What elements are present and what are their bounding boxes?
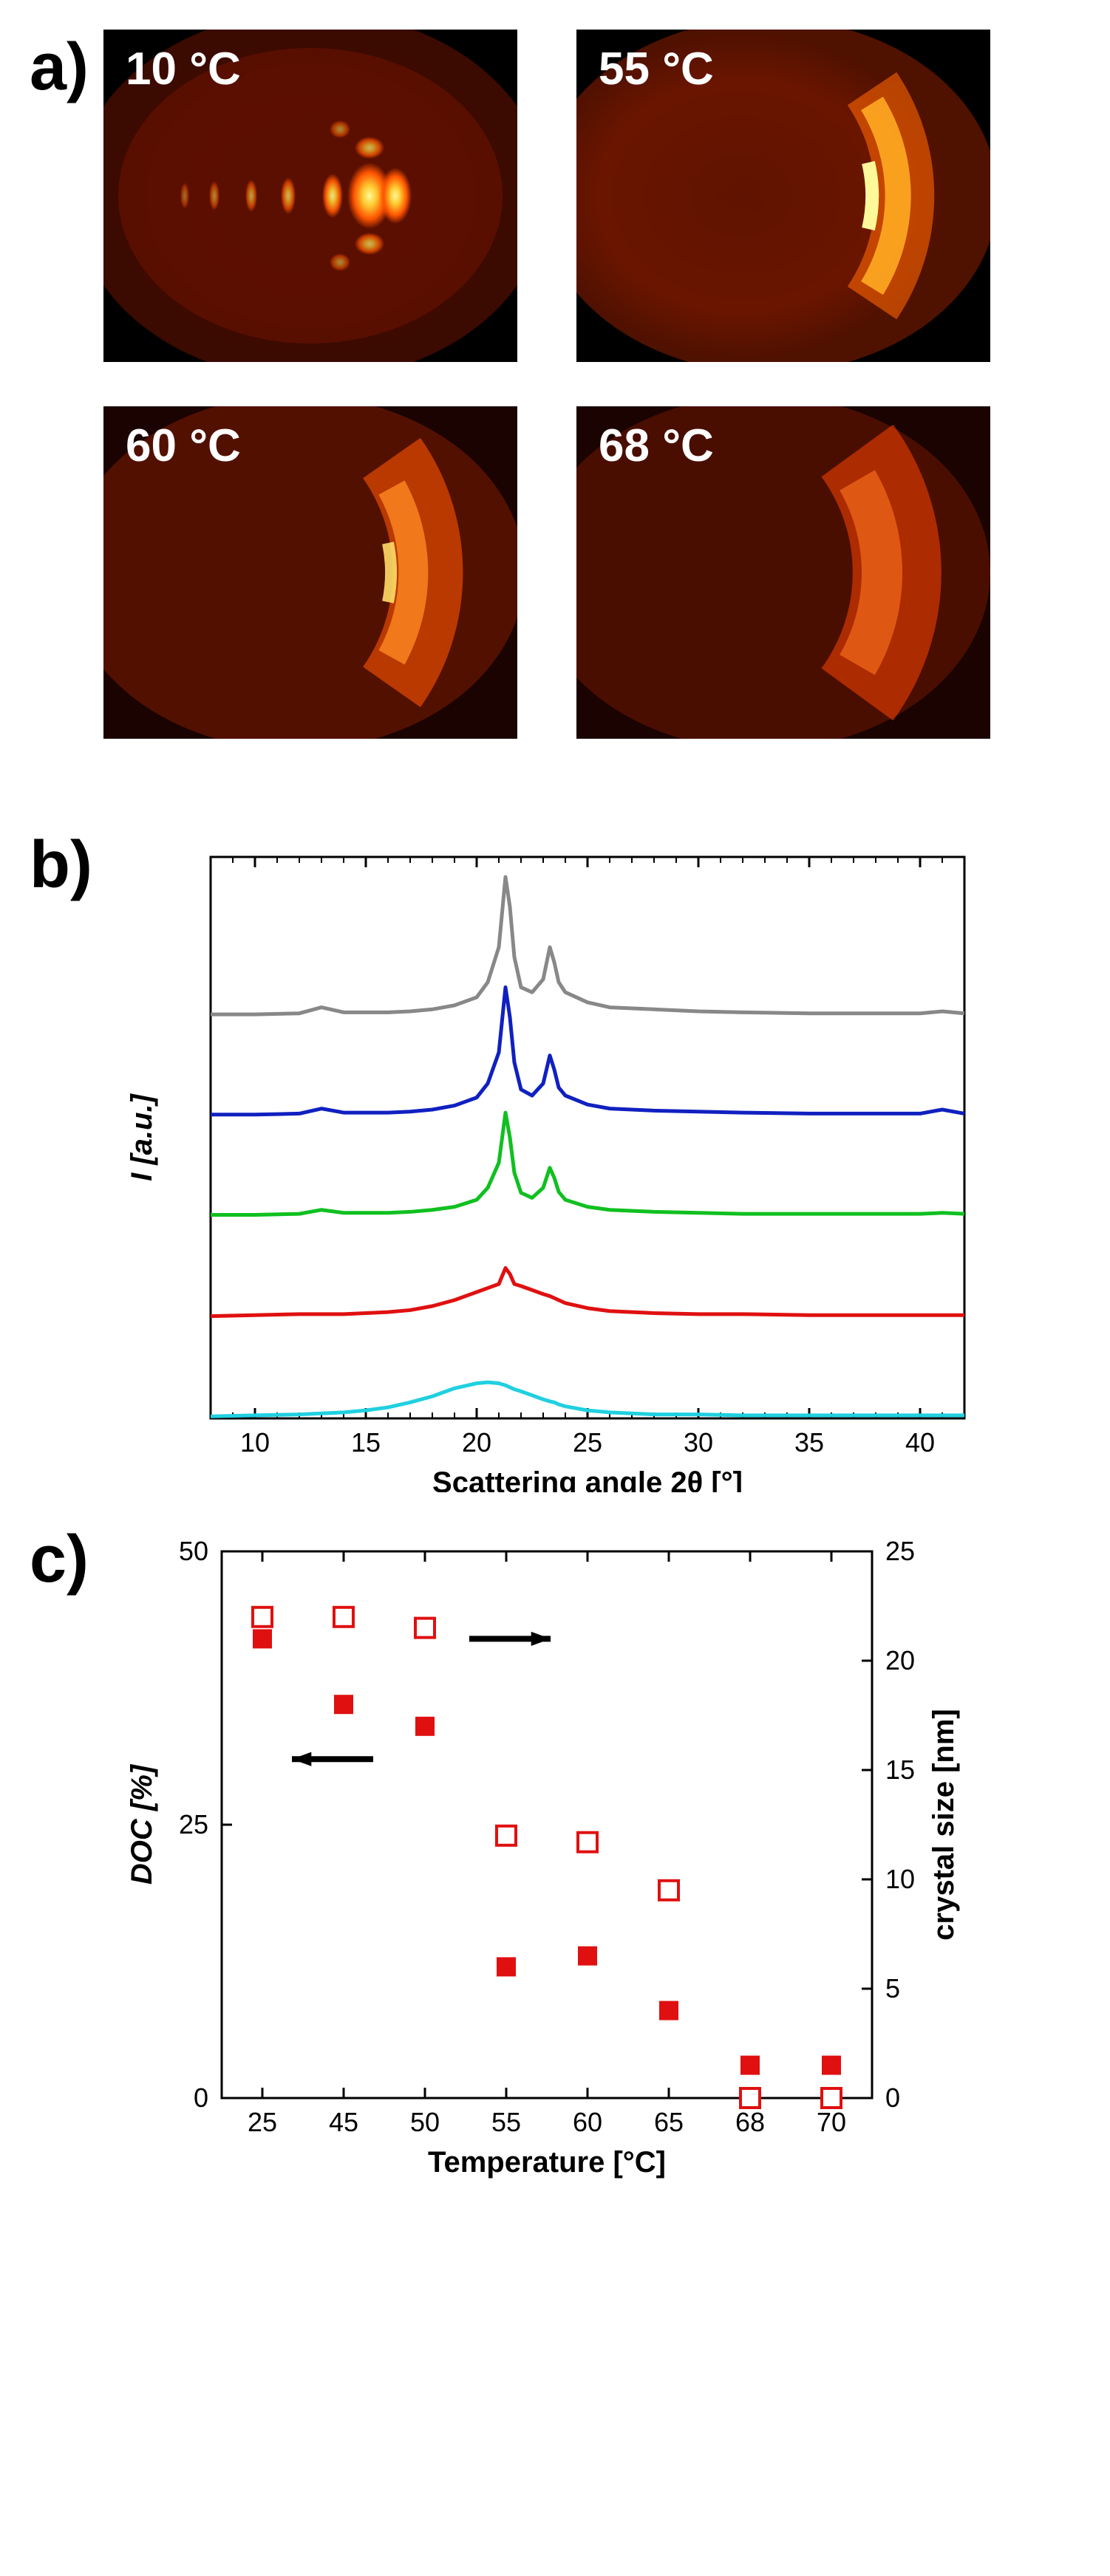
svg-text:45: 45 bbox=[329, 2107, 358, 2137]
svg-text:68: 68 bbox=[735, 2107, 765, 2137]
svg-text:25: 25 bbox=[179, 1809, 208, 1839]
svg-text:55: 55 bbox=[491, 2107, 521, 2137]
diffraction-60c: 60 °C bbox=[103, 406, 517, 739]
svg-text:I [a.u.]: I [a.u.] bbox=[126, 1093, 158, 1181]
svg-text:15: 15 bbox=[351, 1427, 381, 1458]
panel-b-label: b) bbox=[30, 827, 92, 903]
panel-a-grid: 10 °C 55 °C bbox=[103, 30, 990, 739]
svg-text:40: 40 bbox=[905, 1427, 935, 1458]
svg-text:25: 25 bbox=[573, 1427, 602, 1458]
svg-text:35: 35 bbox=[794, 1427, 824, 1458]
diffraction-10c: 10 °C bbox=[103, 30, 517, 362]
svg-text:25: 25 bbox=[248, 2107, 277, 2137]
doc-crystal-chart: 25 45 50 55 60 65 68 70 0 25 50 0 5 10 15 20 25 Temperatu… bbox=[103, 1522, 990, 2187]
svg-text:crystal size [nm]: crystal size [nm] bbox=[927, 1709, 960, 1940]
svg-text:0: 0 bbox=[194, 2083, 208, 2113]
svg-text:30: 30 bbox=[684, 1427, 713, 1458]
svg-text:20: 20 bbox=[885, 1645, 915, 1675]
svg-text:5: 5 bbox=[885, 1973, 900, 2003]
xrd-chart: 10 15 20 25 30 35 40 Scattering angle 2θ [°] I [… bbox=[107, 827, 994, 1492]
panel-a-label: a) bbox=[30, 30, 89, 106]
temp-label-68: 68 °C bbox=[599, 420, 714, 472]
diffraction-68c: 68 °C bbox=[576, 406, 990, 739]
svg-text:50: 50 bbox=[179, 1536, 208, 1566]
diffraction-55c: 55 °C bbox=[576, 30, 990, 362]
svg-text:20: 20 bbox=[462, 1427, 491, 1458]
svg-text:60: 60 bbox=[573, 2107, 602, 2137]
temp-label-10: 10 °C bbox=[126, 43, 241, 95]
panel-c-label: c) bbox=[30, 1522, 89, 1598]
temp-label-55: 55 °C bbox=[599, 43, 714, 95]
svg-text:DOC [%]: DOC [%] bbox=[126, 1763, 158, 1885]
svg-text:Scattering angle 2θ [°]: Scattering angle 2θ [°] bbox=[432, 1466, 743, 1492]
svg-text:50: 50 bbox=[410, 2107, 440, 2137]
svg-text:10: 10 bbox=[885, 1864, 915, 1894]
svg-text:70: 70 bbox=[817, 2107, 846, 2137]
svg-text:15: 15 bbox=[885, 1755, 915, 1785]
svg-text:65: 65 bbox=[654, 2107, 684, 2137]
svg-text:Temperature [°C]: Temperature [°C] bbox=[428, 2146, 666, 2179]
svg-text:10: 10 bbox=[240, 1427, 270, 1458]
svg-text:0: 0 bbox=[885, 2083, 900, 2113]
svg-text:25: 25 bbox=[885, 1536, 915, 1566]
temp-label-60: 60 °C bbox=[126, 420, 241, 472]
